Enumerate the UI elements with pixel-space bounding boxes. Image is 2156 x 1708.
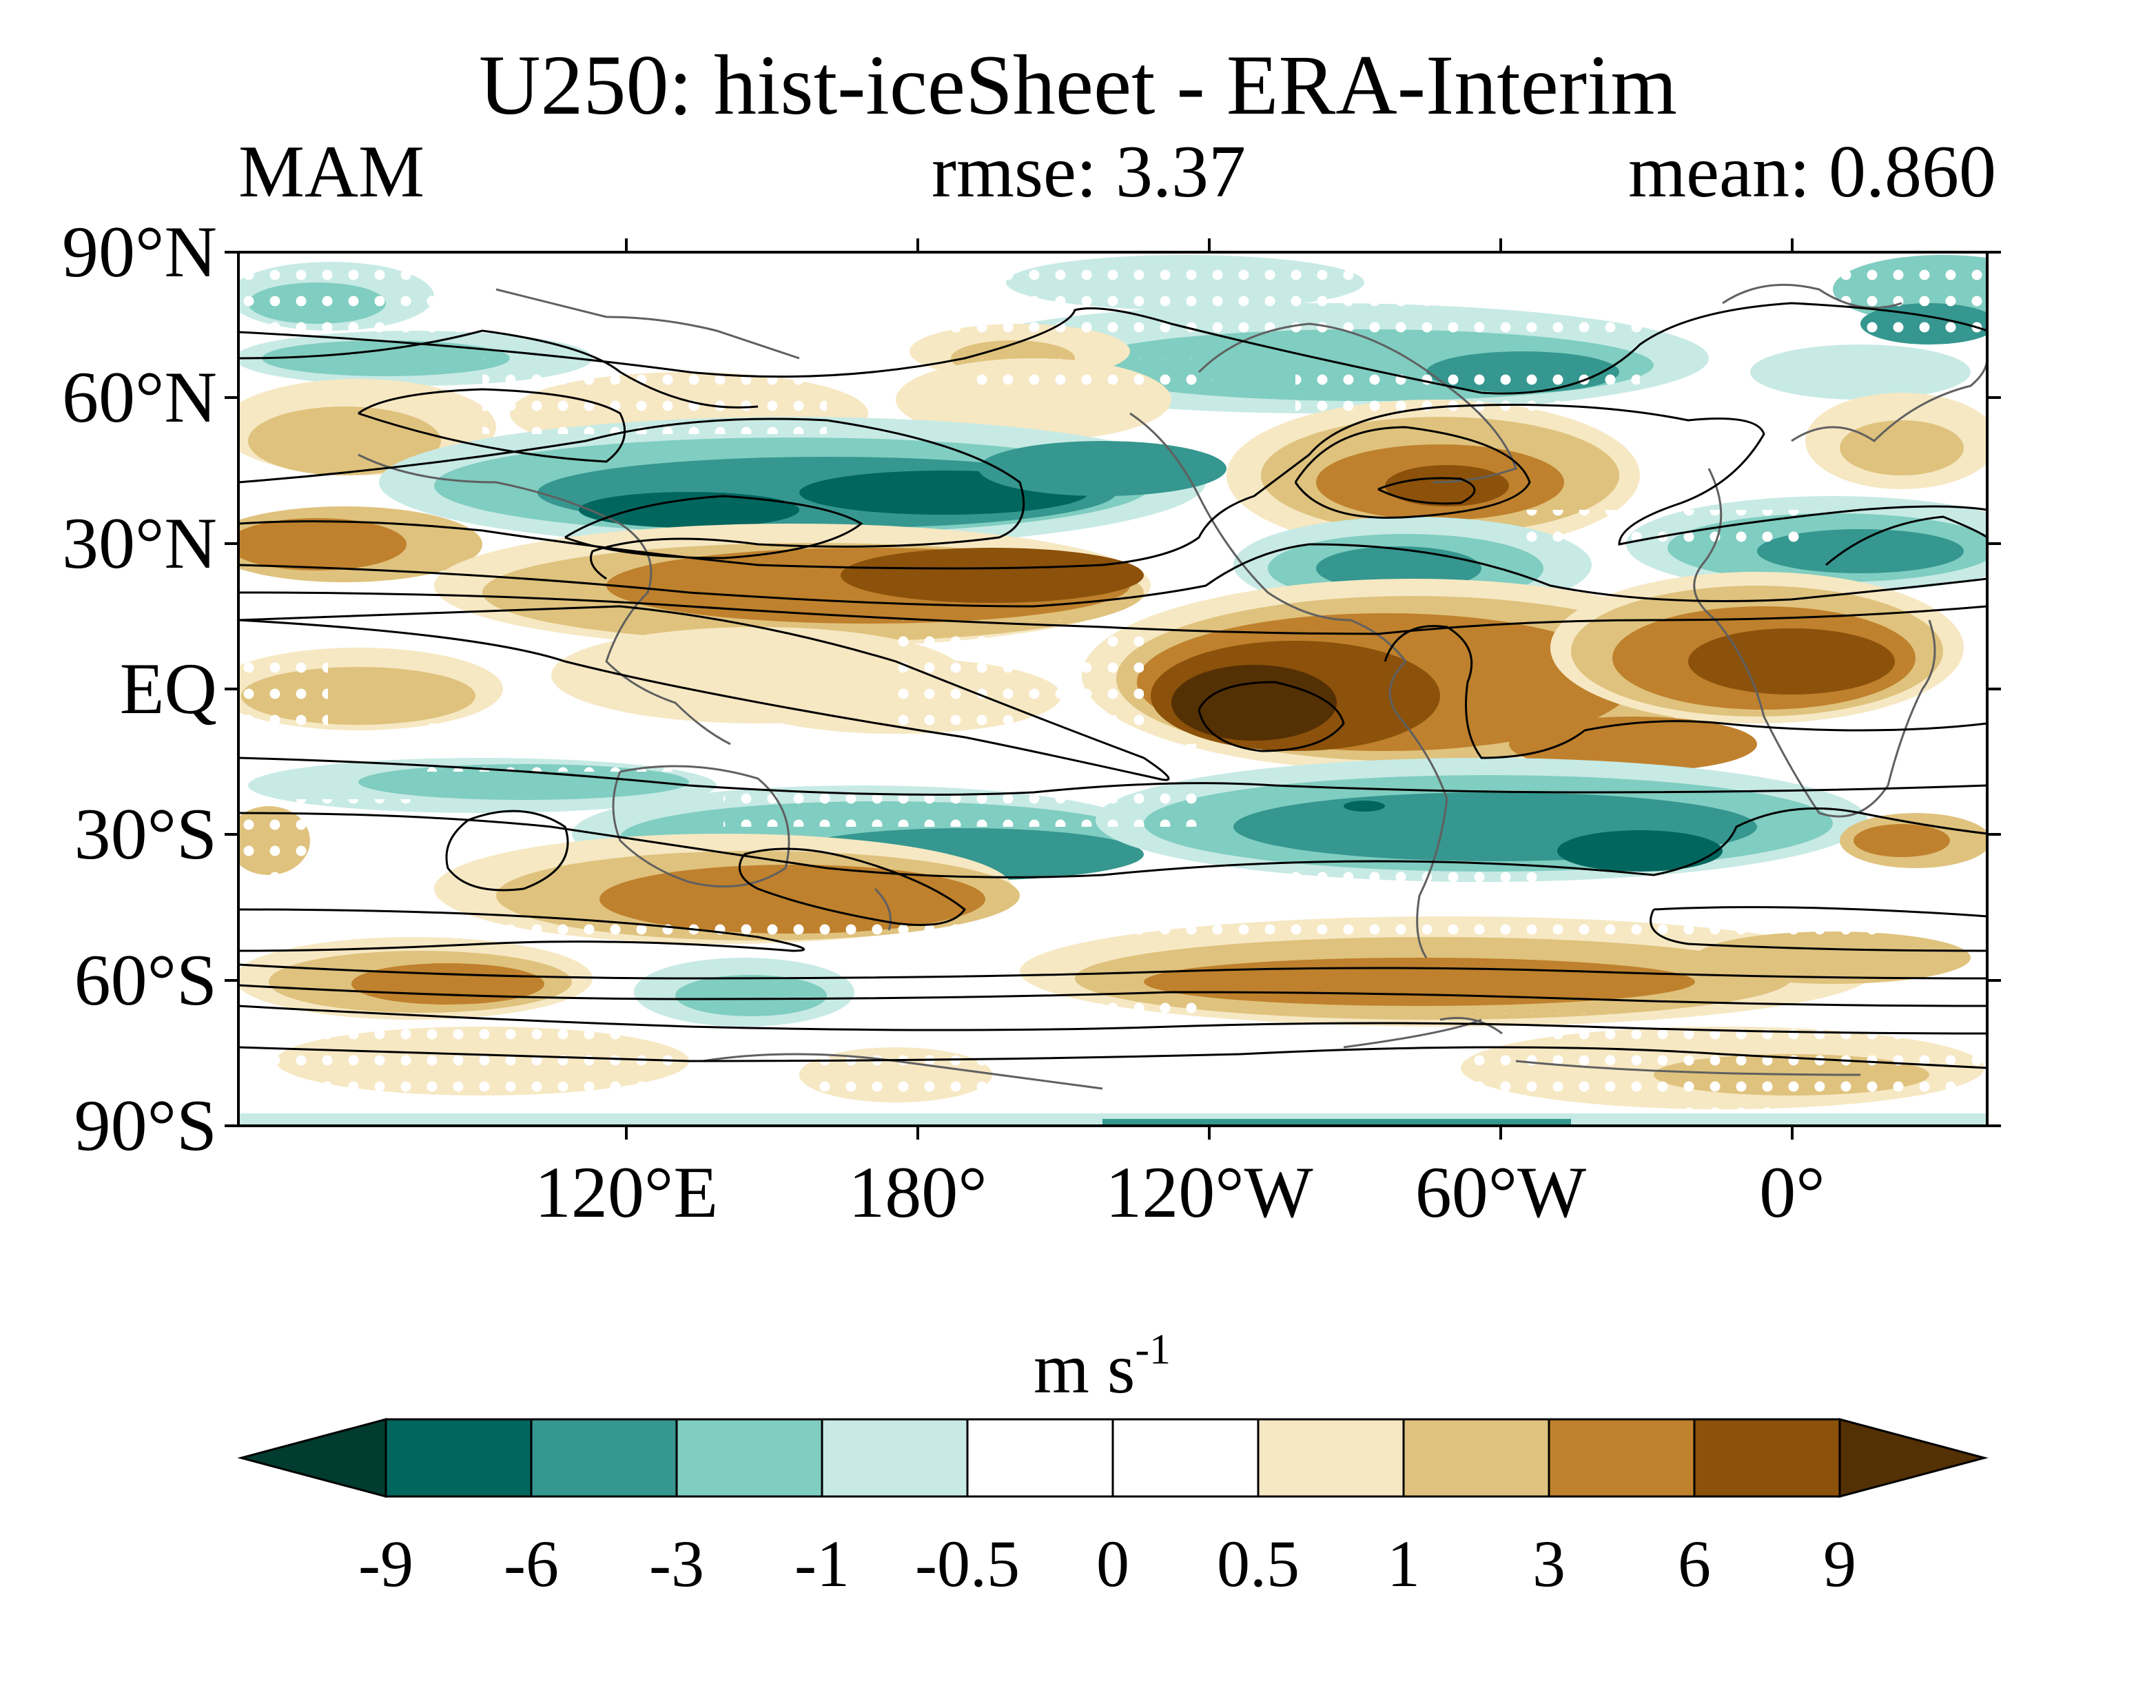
colorbar-left-triangle — [237, 1418, 387, 1498]
colorbar-box — [384, 1418, 533, 1498]
lat-label: 60°N — [62, 357, 217, 438]
map-field — [238, 252, 1987, 1126]
colorbar-box — [821, 1418, 969, 1498]
lon-label: 60°W — [1415, 1152, 1587, 1233]
lon-label: 0° — [1759, 1152, 1825, 1233]
colorbar-tick-label: 3 — [1532, 1527, 1565, 1601]
rmse-label: rmse: 3.37 — [932, 131, 1246, 213]
colorbar-box — [1257, 1418, 1405, 1498]
colorbar-tick-label: 0.5 — [1217, 1527, 1300, 1601]
lat-label: 30°S — [74, 794, 217, 874]
units-exponent: -1 — [1135, 1326, 1171, 1373]
colorbar-box — [1111, 1418, 1260, 1498]
lat-label: 60°S — [74, 940, 217, 1020]
reference-contours — [238, 302, 1987, 1069]
lon-label: 120°E — [534, 1152, 719, 1233]
colorbar-tick-label: 0 — [1096, 1527, 1129, 1601]
chart-title: U250: hist-iceSheet - ERA-Interim — [478, 38, 1678, 132]
colorbar-tick-label: 6 — [1678, 1527, 1711, 1601]
significance-stippling — [238, 252, 1987, 1109]
colorbar-box — [530, 1418, 678, 1498]
colorbar-tick-label: -0.5 — [915, 1527, 1020, 1601]
colorbar-tick-label: -9 — [358, 1527, 413, 1601]
mean-label: mean: 0.860 — [1628, 131, 1996, 213]
lon-label: 180° — [848, 1152, 987, 1233]
units-text: m s — [1034, 1329, 1136, 1408]
colorbar-tick-label: 1 — [1387, 1527, 1420, 1601]
colorbar-tick-label: -6 — [504, 1527, 559, 1601]
colorbar-box — [675, 1418, 823, 1498]
colorbar-units: m s-1 — [1034, 1328, 1171, 1405]
lat-label: EQ — [119, 648, 217, 729]
colorbar-tick-label: 9 — [1823, 1527, 1856, 1601]
colorbar-box — [966, 1418, 1114, 1498]
colorbar — [237, 1418, 1989, 1498]
colorbar-tick-label: -1 — [794, 1527, 850, 1601]
lat-label: 30°N — [62, 503, 217, 584]
lat-label: 90°N — [62, 212, 217, 292]
colorbar-tick-label: -3 — [649, 1527, 704, 1601]
lat-label: 90°S — [74, 1085, 217, 1166]
lon-label: 120°W — [1105, 1152, 1313, 1233]
colorbar-box — [1693, 1418, 1841, 1498]
colorbar-box — [1402, 1418, 1550, 1498]
axis-ticks — [225, 238, 2001, 1140]
season-label: MAM — [238, 131, 425, 213]
colorbar-box — [1548, 1418, 1696, 1498]
colorbar-right-triangle — [1838, 1418, 1989, 1498]
